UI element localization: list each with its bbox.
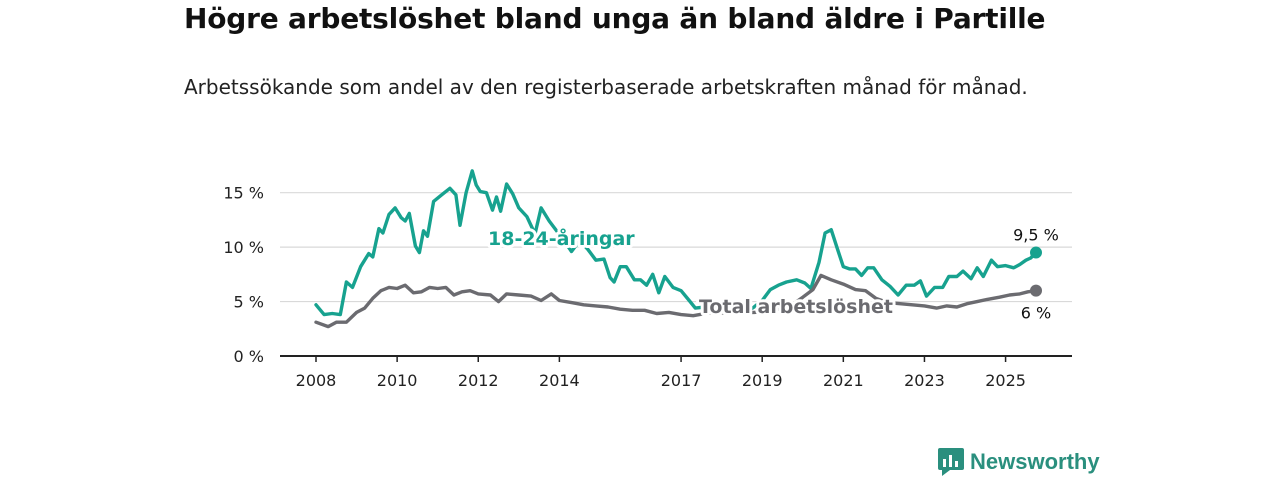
line-chart: 0 % 5 % 10 % 15 % 2008 2010 2012 2014 2017 2019 20… — [223, 169, 1072, 390]
x-tick-label: 2019 — [742, 371, 783, 390]
x-tick-label: 2025 — [985, 371, 1026, 390]
chart-title: Högre arbetslöshet bland unga än bland ä… — [184, 2, 1046, 35]
series-end-label: 9,5 % — [1013, 226, 1059, 245]
series-endpoint-0 — [1030, 246, 1042, 259]
series-end-label: 6 % — [1021, 304, 1051, 323]
series-name-label: Total arbetslöshet — [699, 296, 893, 318]
x-tick-label: 2023 — [904, 371, 945, 390]
series-line-0 — [314, 169, 1038, 317]
y-tick-label: 10 % — [223, 238, 264, 257]
series-line-1 — [314, 273, 1038, 329]
y-tick-label: 15 % — [223, 184, 264, 203]
newsworthy-logo-icon — [938, 448, 964, 476]
series-name-label: 18-24-åringar — [488, 226, 635, 250]
y-tick-label: 5 % — [234, 293, 264, 312]
x-tick-label: 2021 — [823, 371, 864, 390]
x-tick-label: 2008 — [296, 371, 337, 390]
series-endpoint-1 — [1030, 284, 1042, 297]
chart-subtitle: Arbetssökande som andel av den registerb… — [184, 75, 1028, 99]
x-tick-label: 2017 — [661, 371, 702, 390]
x-tick-label: 2010 — [377, 371, 418, 390]
x-tick-label: 2012 — [458, 371, 499, 390]
brand-logo: Newsworthy — [938, 448, 1100, 476]
y-tick-label: 0 % — [234, 347, 264, 366]
brand-name: Newsworthy — [970, 449, 1100, 474]
x-tick-label: 2014 — [539, 371, 580, 390]
